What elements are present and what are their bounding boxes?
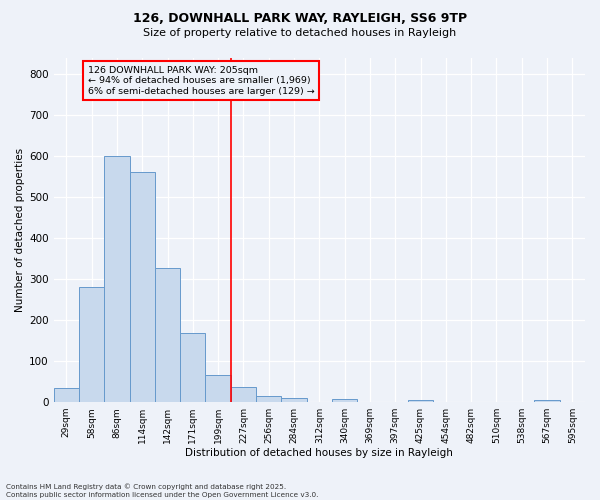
X-axis label: Distribution of detached houses by size in Rayleigh: Distribution of detached houses by size … bbox=[185, 448, 453, 458]
Bar bbox=[281, 398, 307, 402]
Y-axis label: Number of detached properties: Number of detached properties bbox=[15, 148, 25, 312]
Bar bbox=[104, 156, 130, 402]
Bar bbox=[180, 333, 205, 402]
Text: Size of property relative to detached houses in Rayleigh: Size of property relative to detached ho… bbox=[143, 28, 457, 38]
Text: 126 DOWNHALL PARK WAY: 205sqm
← 94% of detached houses are smaller (1,969)
6% of: 126 DOWNHALL PARK WAY: 205sqm ← 94% of d… bbox=[88, 66, 314, 96]
Bar bbox=[79, 287, 104, 402]
Bar bbox=[155, 268, 180, 402]
Text: Contains HM Land Registry data © Crown copyright and database right 2025.
Contai: Contains HM Land Registry data © Crown c… bbox=[6, 484, 319, 498]
Bar bbox=[408, 400, 433, 402]
Text: 126, DOWNHALL PARK WAY, RAYLEIGH, SS6 9TP: 126, DOWNHALL PARK WAY, RAYLEIGH, SS6 9T… bbox=[133, 12, 467, 26]
Bar bbox=[205, 376, 231, 402]
Bar bbox=[231, 387, 256, 402]
Bar bbox=[130, 172, 155, 402]
Bar bbox=[256, 396, 281, 402]
Bar bbox=[53, 388, 79, 402]
Bar bbox=[332, 399, 357, 402]
Bar bbox=[535, 400, 560, 402]
